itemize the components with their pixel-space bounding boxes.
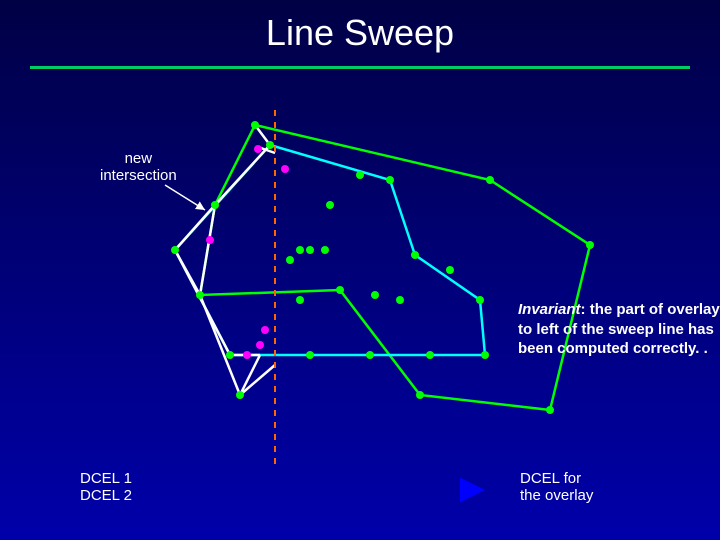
vertex — [586, 241, 594, 249]
done-segment — [240, 365, 275, 395]
intersection-vertex — [254, 145, 262, 153]
vertex — [411, 251, 419, 259]
vertex — [286, 256, 294, 264]
vertex — [321, 246, 329, 254]
intersection-vertex — [256, 341, 264, 349]
done-segment — [240, 355, 260, 395]
vertex — [236, 391, 244, 399]
intersection-vertex — [261, 326, 269, 334]
diagram-svg — [0, 0, 720, 540]
done-segment — [215, 145, 270, 205]
vertex — [371, 291, 379, 299]
vertex — [251, 121, 259, 129]
polygon-2 — [175, 145, 485, 355]
new-intersection-label: new intersection — [100, 150, 177, 184]
vertex — [296, 296, 304, 304]
vertex — [226, 351, 234, 359]
intersection-vertex — [281, 165, 289, 173]
vertex — [306, 351, 314, 359]
vertex — [211, 201, 219, 209]
vertex — [266, 141, 274, 149]
intersection-vertex — [243, 351, 251, 359]
vertex — [386, 176, 394, 184]
done-segment — [200, 295, 240, 395]
vertex — [171, 246, 179, 254]
invariant-text: Invariant: the part of overlay to left o… — [518, 300, 720, 359]
pointer-arrow — [165, 185, 205, 210]
intersection-vertex — [206, 236, 214, 244]
polygon-1 — [200, 125, 590, 410]
vertex — [486, 176, 494, 184]
invariant-lead: Invariant — [518, 301, 581, 318]
vertex — [546, 406, 554, 414]
vertex — [416, 391, 424, 399]
vertex — [326, 201, 334, 209]
dcel12-label: DCEL 1 DCEL 2 — [80, 470, 132, 504]
vertex — [356, 171, 364, 179]
vertex — [296, 246, 304, 254]
vertex — [306, 246, 314, 254]
vertex — [481, 351, 489, 359]
vertex — [336, 286, 344, 294]
vertex — [396, 296, 404, 304]
vertex — [196, 291, 204, 299]
vertex — [476, 296, 484, 304]
vertex — [366, 351, 374, 359]
vertex — [426, 351, 434, 359]
dcel-overlay-label: DCEL for the overlay — [520, 470, 593, 504]
vertex — [446, 266, 454, 274]
